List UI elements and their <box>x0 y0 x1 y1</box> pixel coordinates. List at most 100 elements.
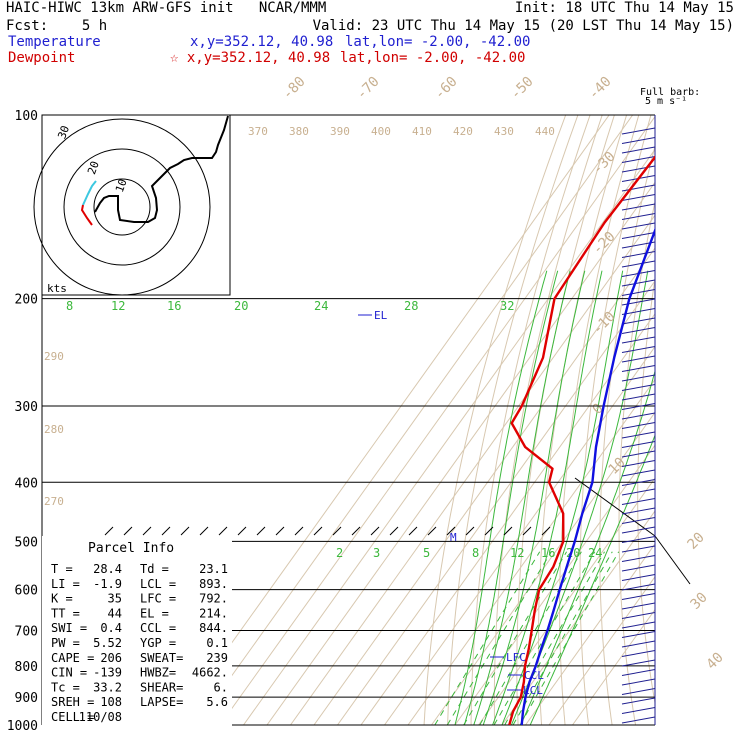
wind-barb <box>621 222 656 230</box>
parcel-info-value: Td = <box>140 562 169 576</box>
wind-barb <box>621 355 656 363</box>
parcel-info-value: SWI = <box>51 621 87 635</box>
mixing-ratio-label: 2 <box>336 546 343 560</box>
parcel-info-value: 110/08 <box>79 710 122 724</box>
theta-label: 440 <box>535 125 555 138</box>
isobar-connector <box>574 477 656 537</box>
mixing-ratio-line <box>446 551 552 725</box>
parcel-info-value: K = <box>51 592 73 606</box>
ccl-marker-label: CCL <box>524 669 544 682</box>
hodograph-trace-cyan <box>82 180 97 206</box>
wind-barb <box>621 412 656 420</box>
freezing-level-tick <box>465 526 475 536</box>
theta-label: 420 <box>453 125 473 138</box>
theta-label: 390 <box>330 125 350 138</box>
isotherm-line <box>572 608 655 725</box>
isotherm-label: 30 <box>688 590 711 613</box>
moist-adiabat-label: 20 <box>234 299 248 313</box>
dry-adiabat-line <box>493 115 603 725</box>
pressure-labels: 1000 900 800 700 600 500 400 300 200 100 <box>7 109 38 734</box>
moist-adiabat-line <box>520 369 655 725</box>
wind-barb <box>621 156 656 163</box>
parcel-info-value: 792. <box>199 592 228 606</box>
freezing-level-tick <box>408 526 418 536</box>
wind-barb <box>621 384 656 391</box>
isotherm-line <box>478 477 655 725</box>
wind-barb <box>621 289 656 296</box>
parcel-info-value: 5.6 <box>206 695 228 709</box>
parcel-info-rows: T = 28.4 Td = 23.1 LI = -1.9 LCL = 893. K = 35 LFC… <box>51 562 228 724</box>
freezing-level-tick <box>142 526 152 536</box>
hodo-ring-label-10: 10 <box>113 177 130 194</box>
parcel-info-value: SREH = <box>51 695 94 709</box>
parcel-info-value: PW = <box>51 636 80 650</box>
wind-barb <box>621 194 656 201</box>
mixing-ratio-label: 24 <box>588 546 602 560</box>
wind-barb <box>621 317 656 325</box>
theta-label: 270 <box>44 495 64 508</box>
wind-barb <box>621 184 656 192</box>
isotherm-line <box>431 411 655 725</box>
parcel-info-value: LFC = <box>140 592 176 606</box>
dry-adiabat-line <box>708 115 740 725</box>
mixing-ratio-label: 16 <box>541 546 555 560</box>
wind-barb <box>621 203 656 211</box>
theta-label: 380 <box>289 125 309 138</box>
wind-barb <box>621 659 656 667</box>
sounding-profiles <box>508 155 655 725</box>
pressure-label: 800 <box>15 660 38 675</box>
moist-adiabat-line <box>473 270 571 725</box>
pressure-label: 500 <box>15 535 38 550</box>
dry-adiabat-line <box>691 115 730 725</box>
isotherm-line <box>384 345 655 725</box>
moist-adiabat-label: 12 <box>111 299 125 313</box>
wind-barb <box>621 441 656 448</box>
theta-label: 370 <box>248 125 268 138</box>
pressure-label: 200 <box>15 293 38 308</box>
wind-barb <box>621 450 656 458</box>
wind-barb <box>621 593 656 600</box>
wind-barb <box>621 650 656 657</box>
wind-barb <box>621 716 656 724</box>
isotherm-line <box>548 575 655 725</box>
dry-adiabat-line <box>470 115 591 725</box>
wind-barb <box>621 422 656 429</box>
pressure-label: 600 <box>15 584 38 599</box>
background-lines <box>172 115 740 725</box>
parcel-info-value: -139 <box>93 666 122 680</box>
freezing-level-tick <box>218 526 228 536</box>
dry-adiabat-line <box>559 115 640 725</box>
isotherm-label: -50 <box>508 74 537 103</box>
dry-adiabat-line <box>656 115 700 725</box>
parcel-info-value: CCL = <box>140 621 176 635</box>
freezing-level-tick <box>180 526 190 536</box>
isotherm-line <box>266 181 655 725</box>
wind-barb <box>621 165 656 173</box>
wind-barb <box>621 260 656 268</box>
moist-adiabat-line <box>510 270 649 725</box>
wind-barb-unit: 5 m s⁻¹ <box>645 96 687 107</box>
pressure-label: 400 <box>15 476 38 491</box>
dry-adiabat-line <box>423 115 567 725</box>
wind-barb <box>621 574 656 581</box>
parcel-info-box: Parcel Info T = 28.4 Td = 23.1 LI = -1.9 LCL =… <box>42 536 232 726</box>
pressure-label: 900 <box>15 691 38 706</box>
wind-barb-title: Full barb: <box>640 87 700 98</box>
wind-barb <box>621 336 656 344</box>
theta-label: 290 <box>44 350 64 363</box>
wind-barb <box>621 526 656 534</box>
wind-barb <box>621 583 656 591</box>
theta-label: 410 <box>412 125 432 138</box>
dry-adiabat-line <box>674 115 712 725</box>
lcl-marker-label: LCL <box>523 684 543 697</box>
wind-barb <box>621 374 656 382</box>
wind-barb <box>621 393 656 401</box>
freezing-level-tick <box>161 526 171 536</box>
mixing-ratio-label: 3 <box>373 546 380 560</box>
wind-barb <box>621 678 656 686</box>
wind-barb <box>621 640 656 648</box>
dry-adiabat-line <box>579 115 652 725</box>
wind-barb-column <box>621 115 656 725</box>
wind-barb <box>621 403 656 410</box>
